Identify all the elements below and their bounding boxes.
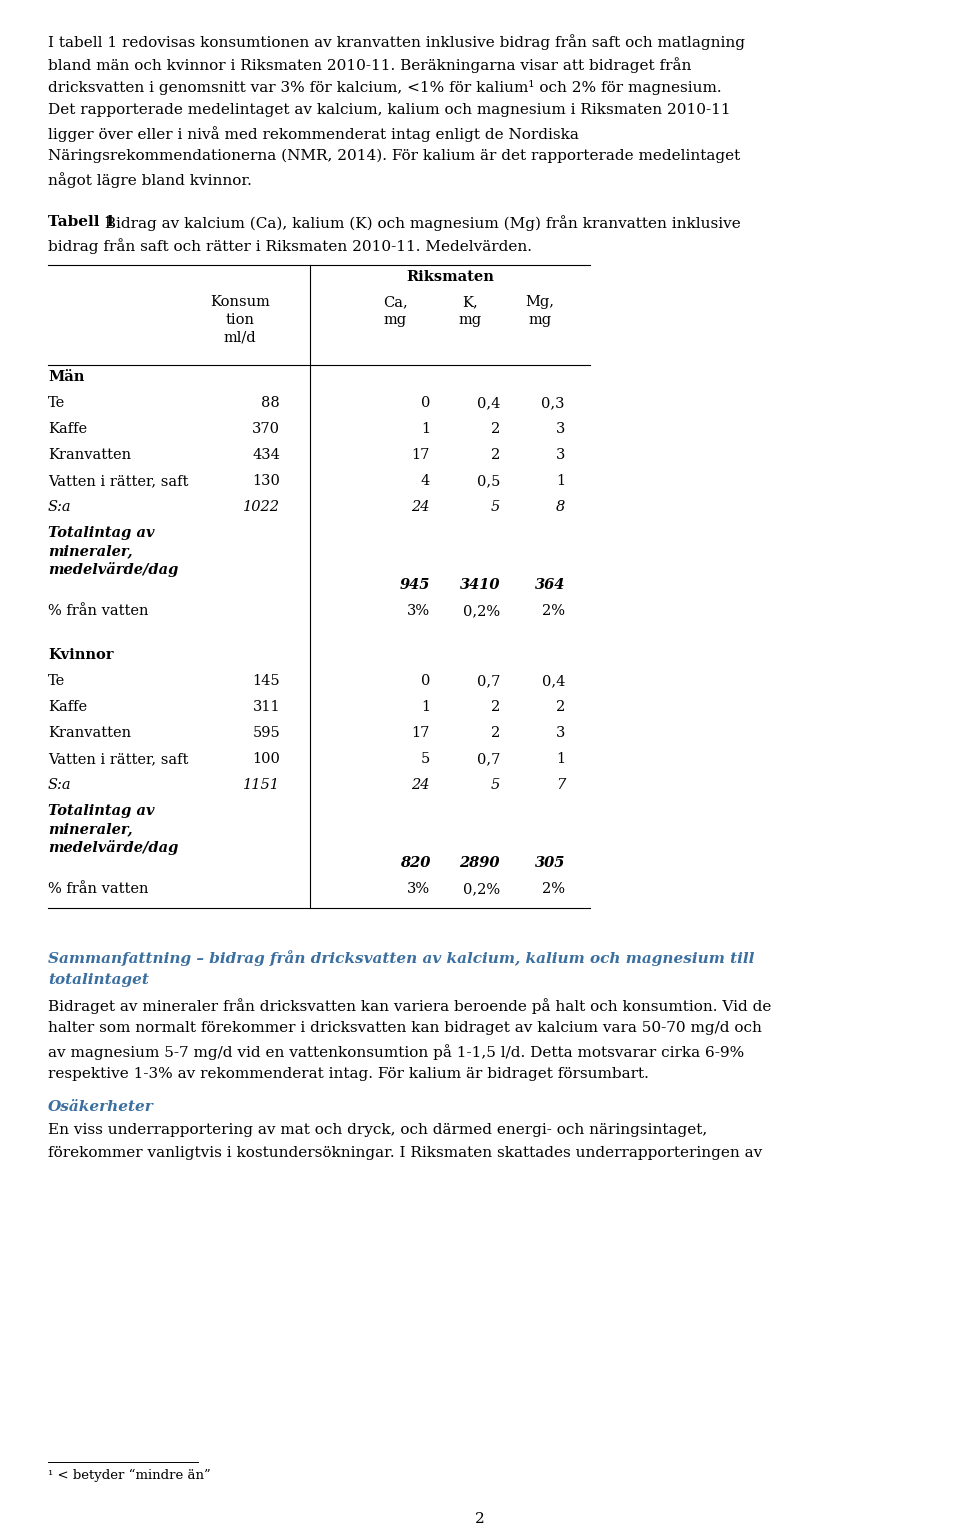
Text: 130: 130: [252, 473, 280, 489]
Text: 88: 88: [261, 395, 280, 411]
Text: Te: Te: [48, 395, 65, 411]
Text: 0,2%: 0,2%: [463, 605, 500, 618]
Text: 1: 1: [420, 421, 430, 437]
Text: av magnesium 5-7 mg/d vid en vattenkonsumtion på 1-1,5 l/d. Detta motsvarar cirk: av magnesium 5-7 mg/d vid en vattenkonsu…: [48, 1044, 744, 1060]
Text: S:a: S:a: [48, 499, 72, 515]
Text: 2: 2: [475, 1512, 485, 1525]
Text: 1151: 1151: [243, 777, 280, 793]
Text: 2%: 2%: [542, 883, 565, 896]
Text: Tabell 1: Tabell 1: [48, 215, 115, 229]
Text: 370: 370: [252, 421, 280, 437]
Text: ligger över eller i nivå med rekommenderat intag enligt de Nordiska: ligger över eller i nivå med rekommender…: [48, 127, 579, 142]
Text: förekommer vanligtvis i kostundersökningar. I Riksmaten skattades underrapporter: förekommer vanligtvis i kostundersökning…: [48, 1145, 762, 1161]
Text: Kaffe: Kaffe: [48, 699, 87, 715]
Text: Konsum
tion
ml/d: Konsum tion ml/d: [210, 295, 270, 345]
Text: Totalintag av
mineraler,
medelvärde/dag: Totalintag av mineraler, medelvärde/dag: [48, 525, 179, 577]
Text: I tabell 1 redovisas konsumtionen av kranvatten inklusive bidrag från saft och m: I tabell 1 redovisas konsumtionen av kra…: [48, 34, 745, 50]
Text: Vatten i rätter, saft: Vatten i rätter, saft: [48, 473, 188, 489]
Text: ¹ < betyder “mindre än”: ¹ < betyder “mindre än”: [48, 1469, 211, 1483]
Text: Kaffe: Kaffe: [48, 421, 87, 437]
Text: Ca,
mg: Ca, mg: [383, 295, 407, 327]
Text: Bidraget av mineraler från dricksvatten kan variera beroende på halt och konsumt: Bidraget av mineraler från dricksvatten …: [48, 999, 772, 1014]
Text: 2: 2: [556, 699, 565, 715]
Text: 0,7: 0,7: [476, 751, 500, 767]
Text: 3: 3: [556, 447, 565, 463]
Text: Det rapporterade medelintaget av kalcium, kalium och magnesium i Riksmaten 2010-: Det rapporterade medelintaget av kalcium…: [48, 102, 731, 118]
Text: 364: 364: [535, 579, 565, 592]
Text: Osäkerheter: Osäkerheter: [48, 1099, 154, 1115]
Text: Riksmaten: Riksmaten: [406, 270, 494, 284]
Text: 2%: 2%: [542, 605, 565, 618]
Text: 1: 1: [556, 473, 565, 489]
Text: bland män och kvinnor i Riksmaten 2010-11. Beräkningarna visar att bidraget från: bland män och kvinnor i Riksmaten 2010-1…: [48, 56, 691, 73]
Text: Vatten i rätter, saft: Vatten i rätter, saft: [48, 751, 188, 767]
Text: Bidrag av kalcium (Ca), kalium (K) och magnesium (Mg) från kranvatten inklusive: Bidrag av kalcium (Ca), kalium (K) och m…: [100, 215, 741, 231]
Text: 7: 7: [556, 777, 565, 793]
Text: dricksvatten i genomsnitt var 3% för kalcium, <1% för kalium¹ och 2% för magnesi: dricksvatten i genomsnitt var 3% för kal…: [48, 79, 722, 95]
Text: Män: Män: [48, 370, 84, 383]
Text: 2: 2: [491, 421, 500, 437]
Text: 3: 3: [556, 725, 565, 741]
Text: % från vatten: % från vatten: [48, 883, 149, 896]
Text: 3: 3: [556, 421, 565, 437]
Text: K,
mg: K, mg: [459, 295, 482, 327]
Text: 5: 5: [491, 777, 500, 793]
Text: Sammanfattning – bidrag från dricksvatten av kalcium, kalium och magnesium till: Sammanfattning – bidrag från dricksvatte…: [48, 950, 755, 967]
Text: 5: 5: [491, 499, 500, 515]
Text: 0,2%: 0,2%: [463, 883, 500, 896]
Text: 305: 305: [535, 857, 565, 870]
Text: 0,4: 0,4: [476, 395, 500, 411]
Text: 3%: 3%: [407, 605, 430, 618]
Text: 1022: 1022: [243, 499, 280, 515]
Text: 4: 4: [420, 473, 430, 489]
Text: 434: 434: [252, 447, 280, 463]
Text: halter som normalt förekommer i dricksvatten kan bidraget av kalcium vara 50-70 : halter som normalt förekommer i dricksva…: [48, 1022, 762, 1035]
Text: 24: 24: [412, 499, 430, 515]
Text: 8: 8: [556, 499, 565, 515]
Text: 24: 24: [412, 777, 430, 793]
Text: något lägre bland kvinnor.: något lägre bland kvinnor.: [48, 173, 252, 188]
Text: Mg,
mg: Mg, mg: [525, 295, 555, 327]
Text: 3%: 3%: [407, 883, 430, 896]
Text: bidrag från saft och rätter i Riksmaten 2010-11. Medelvärden.: bidrag från saft och rätter i Riksmaten …: [48, 238, 532, 253]
Text: 0,4: 0,4: [541, 673, 565, 689]
Text: 100: 100: [252, 751, 280, 767]
Text: 3410: 3410: [460, 579, 500, 592]
Text: % från vatten: % från vatten: [48, 605, 149, 618]
Text: 595: 595: [252, 725, 280, 741]
Text: 5: 5: [420, 751, 430, 767]
Text: totalintaget: totalintaget: [48, 973, 149, 986]
Text: Kranvatten: Kranvatten: [48, 447, 132, 463]
Text: 2890: 2890: [460, 857, 500, 870]
Text: 820: 820: [399, 857, 430, 870]
Text: 1: 1: [420, 699, 430, 715]
Text: S:a: S:a: [48, 777, 72, 793]
Text: 2: 2: [491, 725, 500, 741]
Text: 311: 311: [252, 699, 280, 715]
Text: Te: Te: [48, 673, 65, 689]
Text: 17: 17: [412, 447, 430, 463]
Text: 2: 2: [491, 447, 500, 463]
Text: 0: 0: [420, 673, 430, 689]
Text: Totalintag av
mineraler,
medelvärde/dag: Totalintag av mineraler, medelvärde/dag: [48, 805, 179, 855]
Text: 0: 0: [420, 395, 430, 411]
Text: 1: 1: [556, 751, 565, 767]
Text: 0,5: 0,5: [476, 473, 500, 489]
Text: Kvinnor: Kvinnor: [48, 647, 113, 663]
Text: 2: 2: [491, 699, 500, 715]
Text: Kranvatten: Kranvatten: [48, 725, 132, 741]
Text: 0,3: 0,3: [541, 395, 565, 411]
Text: 17: 17: [412, 725, 430, 741]
Text: respektive 1-3% av rekommenderat intag. För kalium är bidraget försumbart.: respektive 1-3% av rekommenderat intag. …: [48, 1067, 649, 1081]
Text: 945: 945: [399, 579, 430, 592]
Text: 0,7: 0,7: [476, 673, 500, 689]
Text: En viss underrapportering av mat och dryck, och därmed energi- och näringsintage: En viss underrapportering av mat och dry…: [48, 1122, 708, 1138]
Text: 145: 145: [252, 673, 280, 689]
Text: Näringsrekommendationerna (NMR, 2014). För kalium är det rapporterade medelintag: Näringsrekommendationerna (NMR, 2014). F…: [48, 150, 740, 163]
